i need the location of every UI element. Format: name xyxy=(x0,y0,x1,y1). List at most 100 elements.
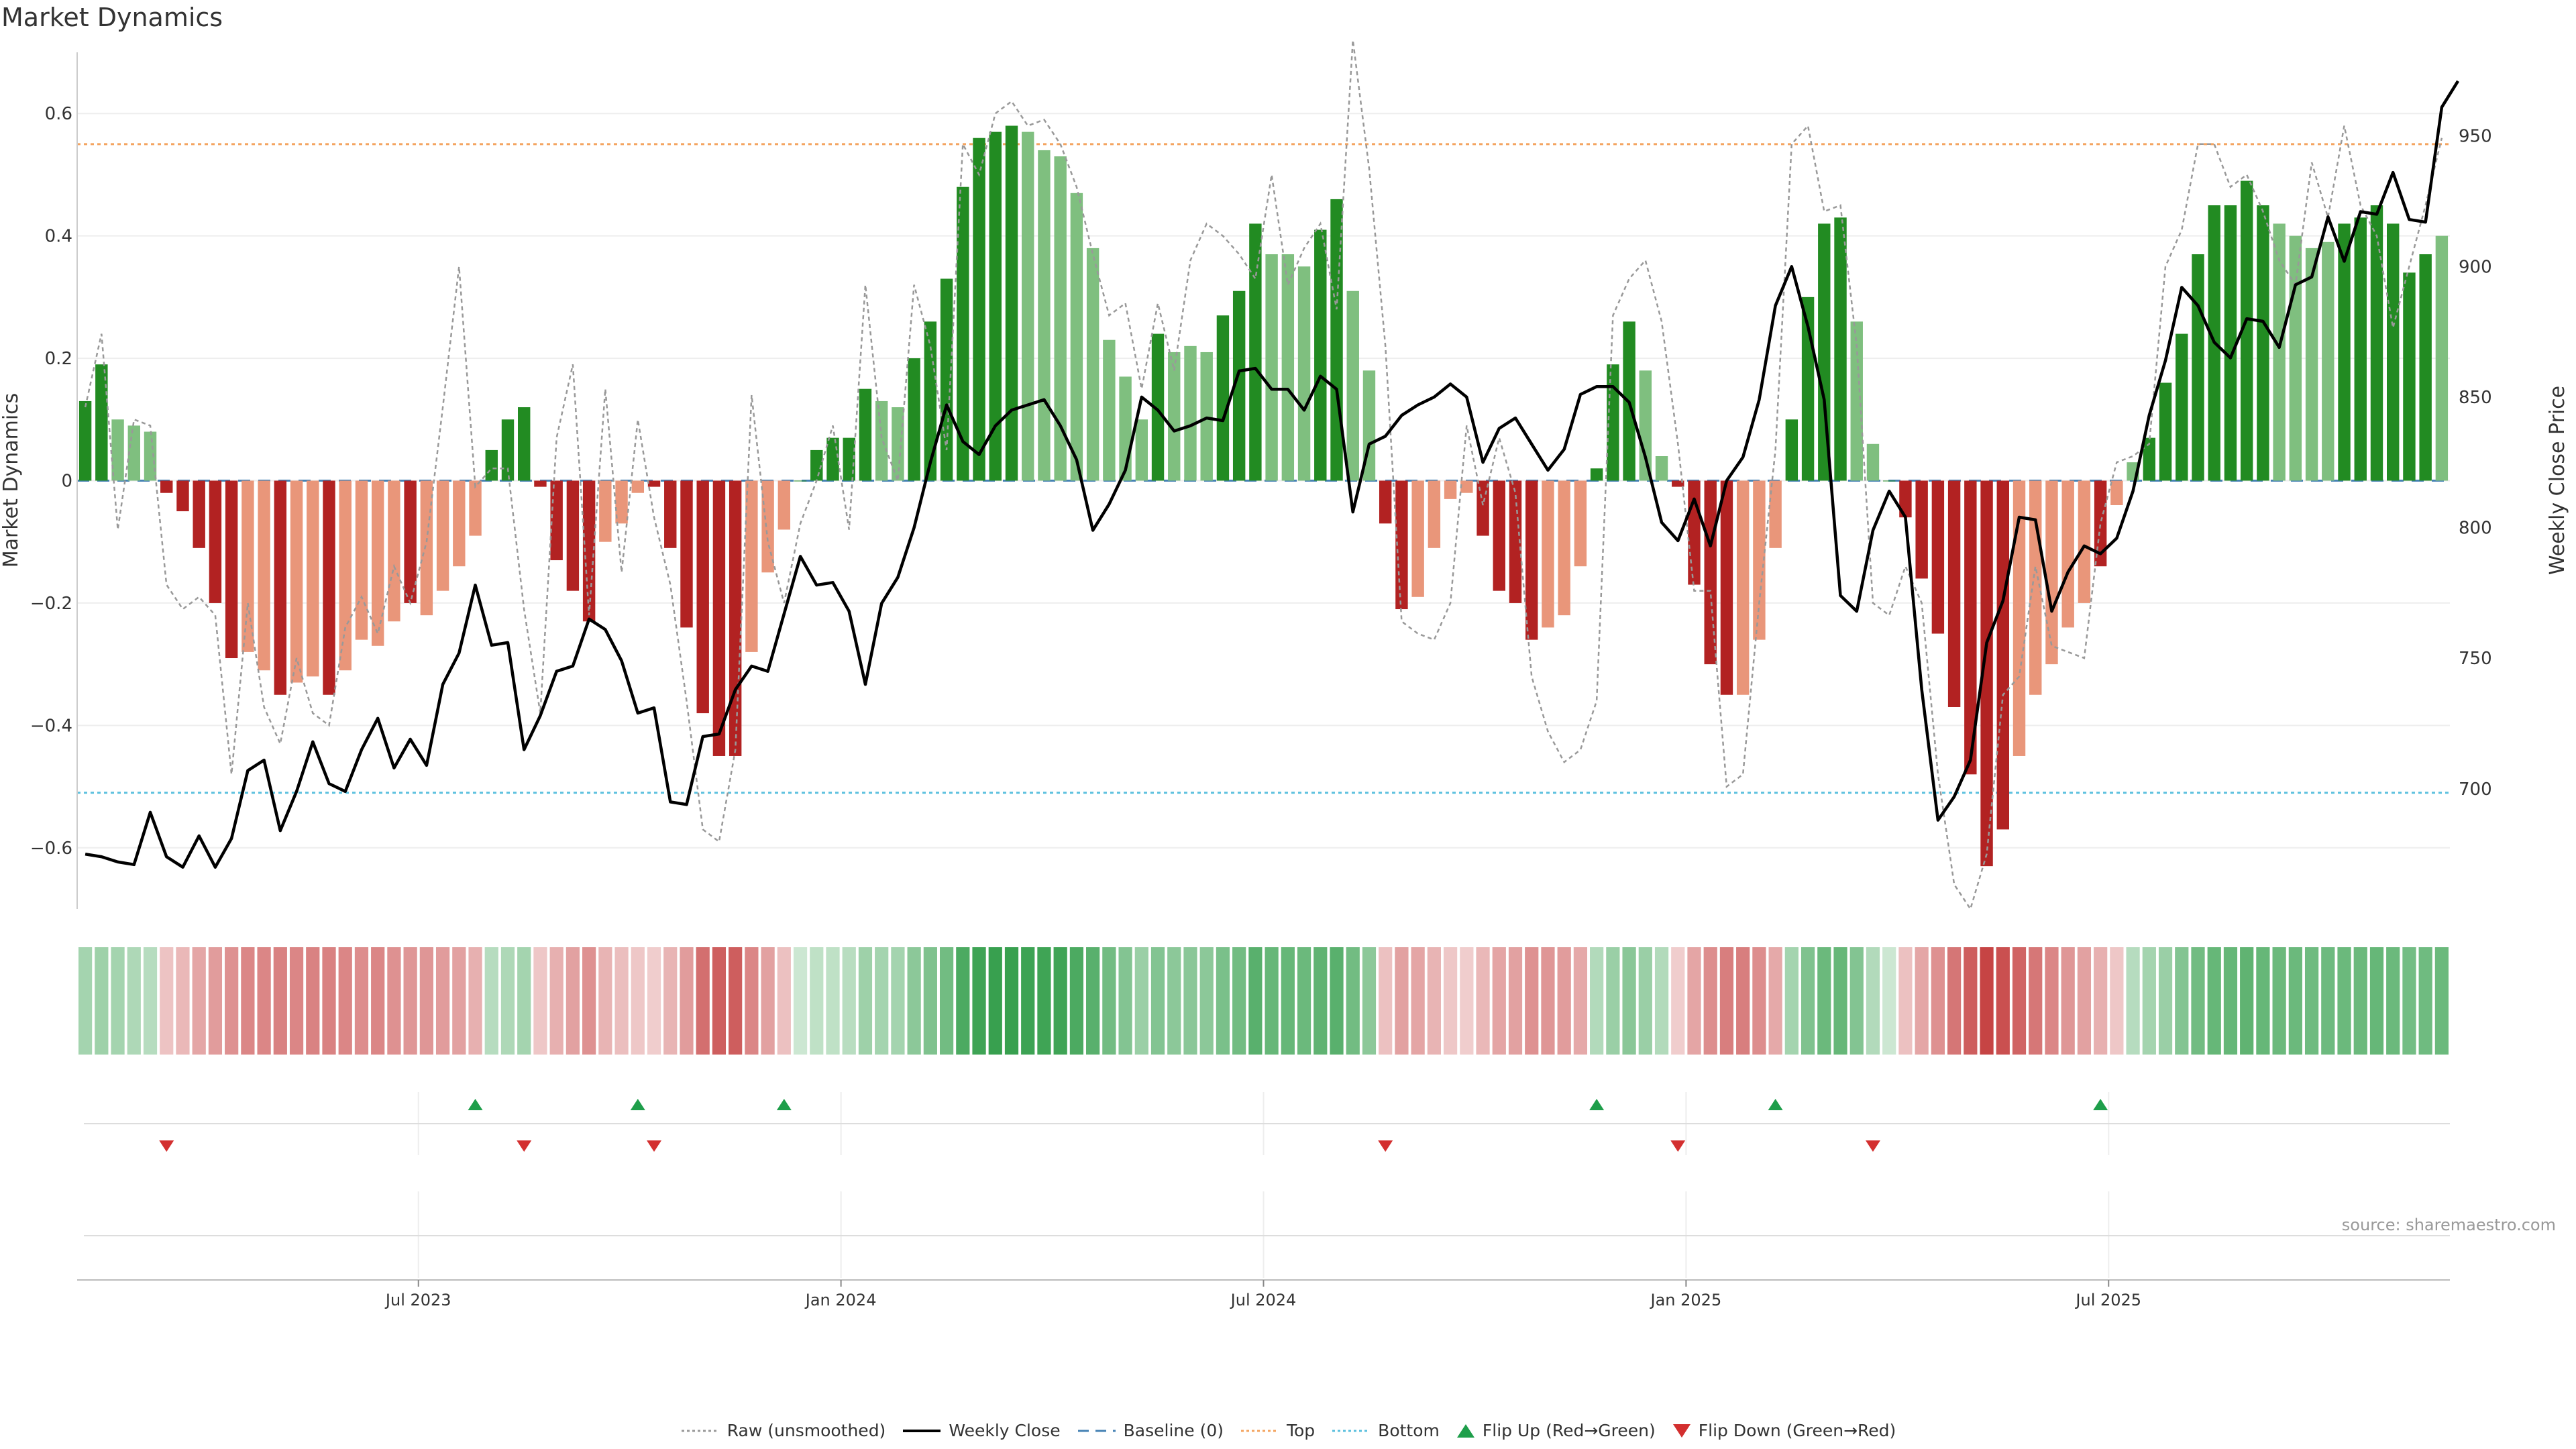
momentum-bar xyxy=(1558,480,1570,616)
legend-item-close: Weekly Close xyxy=(902,1421,1061,1440)
heatmap-cell xyxy=(1069,947,1084,1055)
momentum-bar xyxy=(2029,480,2042,695)
momentum-bar xyxy=(1590,468,1603,481)
momentum-bar xyxy=(1688,480,1701,585)
momentum-bar xyxy=(2061,480,2074,628)
heatmap-cell xyxy=(500,947,515,1055)
heatmap-cell xyxy=(696,947,710,1055)
heatmap-cell xyxy=(1037,947,1051,1055)
heatmap-cell xyxy=(680,947,694,1055)
heatmap-cell xyxy=(1768,947,1782,1055)
momentum-bar xyxy=(1899,480,1912,518)
momentum-bar xyxy=(1411,480,1424,597)
heatmap-cell xyxy=(2402,947,2416,1055)
y2-tick-label: 850 xyxy=(2459,388,2492,408)
flip-markers-panel xyxy=(84,1099,2450,1236)
heatmap-cell xyxy=(1654,947,1669,1055)
baseline-swatch xyxy=(1077,1430,1116,1432)
heatmap-cell xyxy=(1411,947,1425,1055)
heatmap-cell xyxy=(289,947,304,1055)
heatmap-cell xyxy=(614,947,629,1055)
heatmap-strip xyxy=(78,947,2449,1055)
momentum-bar xyxy=(1947,480,1961,707)
legend-label-flip-down: Flip Down (Green→Red) xyxy=(1698,1421,1896,1440)
heatmap-cell xyxy=(1833,947,1847,1055)
top-line-swatch xyxy=(1240,1430,1279,1432)
momentum-bar xyxy=(1281,254,1295,481)
heatmap-cell xyxy=(1622,947,1636,1055)
axes: −0.6 −0.4 −0.2 0 0.2 0.4 0.6 700 750 800 850 900 950… xyxy=(0,52,2569,909)
momentum-bar xyxy=(1542,480,1554,628)
momentum-bar xyxy=(1135,419,1148,481)
heatmap-cell xyxy=(2321,947,2335,1055)
momentum-bar xyxy=(1964,480,1977,775)
momentum-bar xyxy=(144,431,157,481)
momentum-bars xyxy=(78,125,2449,867)
flip-down-marker xyxy=(1378,1140,1393,1152)
momentum-bar xyxy=(534,480,547,487)
momentum-bar xyxy=(1736,480,1750,695)
heatmap-cell xyxy=(1492,947,1506,1055)
heatmap-cell xyxy=(306,947,320,1055)
momentum-bar xyxy=(729,480,742,756)
momentum-bar xyxy=(2370,205,2383,481)
heatmap-cell xyxy=(371,947,385,1055)
heatmap-cell xyxy=(972,947,986,1055)
momentum-bar xyxy=(1996,480,2009,830)
heatmap-cell xyxy=(2110,947,2124,1055)
heatmap-cell xyxy=(891,947,905,1055)
heatmap-cell xyxy=(1134,947,1148,1055)
heatmap-cell xyxy=(517,947,531,1055)
heatmap-cell xyxy=(1183,947,1197,1055)
heatmap-cell xyxy=(143,947,158,1055)
y2-tick-label: 800 xyxy=(2459,519,2492,539)
momentum-bar xyxy=(1086,248,1099,481)
momentum-bar xyxy=(1720,480,1733,695)
momentum-bar xyxy=(2159,382,2172,481)
legend-item-bottom: Bottom xyxy=(1331,1421,1440,1440)
heatmap-cell xyxy=(1395,947,1409,1055)
heatmap-cell xyxy=(2386,947,2400,1055)
momentum-bar xyxy=(1005,125,1018,481)
momentum-bar xyxy=(1882,480,1896,482)
momentum-bar xyxy=(989,131,1002,481)
momentum-bar xyxy=(2435,235,2449,481)
heatmap-cell xyxy=(354,947,369,1055)
y-tick-label: −0.4 xyxy=(30,716,72,736)
heatmap-cell xyxy=(2304,947,2319,1055)
flip-down-marker xyxy=(647,1140,662,1152)
heatmap-cell xyxy=(647,947,661,1055)
raw-line xyxy=(84,40,2443,911)
heatmap-cell xyxy=(1281,947,1295,1055)
heatmap-cell xyxy=(1638,947,1652,1055)
y-tick-label: 0.6 xyxy=(45,104,72,124)
momentum-bar xyxy=(1639,370,1652,481)
heatmap-cell xyxy=(2175,947,2189,1055)
heatmap-cell xyxy=(1801,947,1815,1055)
momentum-bar xyxy=(2257,205,2269,481)
momentum-bar xyxy=(957,186,969,481)
flip-up-marker xyxy=(630,1099,645,1110)
heatmap-cell xyxy=(745,947,759,1055)
heatmap-cell xyxy=(1996,947,2010,1055)
flip-up-marker xyxy=(776,1099,792,1110)
heatmap-cell xyxy=(761,947,775,1055)
momentum-bar xyxy=(2273,223,2286,481)
heatmap-cell xyxy=(2191,947,2205,1055)
flip-up-marker xyxy=(1589,1099,1605,1110)
momentum-bar xyxy=(745,480,758,652)
heatmap-cell xyxy=(923,947,937,1055)
heatmap-cell xyxy=(810,947,824,1055)
heatmap-cell xyxy=(1703,947,1717,1055)
momentum-bar xyxy=(1818,223,1831,481)
grid-lines xyxy=(77,113,2450,1278)
weekly-close-series xyxy=(85,80,2460,869)
close-line-swatch xyxy=(903,1429,941,1432)
heatmap-cell xyxy=(729,947,743,1055)
heatmap-cell xyxy=(1476,947,1490,1055)
heatmap-cell xyxy=(484,947,498,1055)
momentum-bar xyxy=(696,480,709,714)
y-tick-label: 0.2 xyxy=(45,349,72,369)
momentum-bar xyxy=(469,480,482,536)
heatmap-cell xyxy=(1573,947,1588,1055)
